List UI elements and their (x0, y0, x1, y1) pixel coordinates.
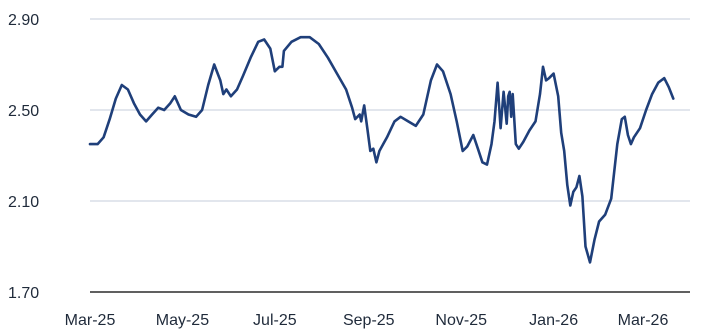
x-tick-labels: Mar-25 May-25 Jul-25 Sep-25 Nov-25 Jan-26 Mar-… (65, 312, 669, 329)
y-tick-label: 2.50 (8, 103, 39, 120)
x-tick-label: May-25 (156, 312, 209, 329)
y-tick-label: 2.90 (8, 12, 39, 29)
x-tick-label: Nov-25 (435, 312, 487, 329)
x-tick-label: Jul-25 (253, 312, 297, 329)
x-tick-label: Mar-26 (618, 312, 669, 329)
x-tick-label: Mar-25 (65, 312, 116, 329)
x-tick-label: Sep-25 (343, 312, 395, 329)
y-tick-label: 1.70 (8, 285, 39, 302)
y-gridlines (90, 18, 690, 202)
series-lines (88, 35, 675, 264)
y-tick-label: 2.10 (8, 194, 39, 211)
x-tick-label: Jan-26 (529, 312, 578, 329)
y-tick-labels: 1.70 2.10 2.50 2.90 (8, 12, 39, 302)
series-line (88, 35, 675, 264)
